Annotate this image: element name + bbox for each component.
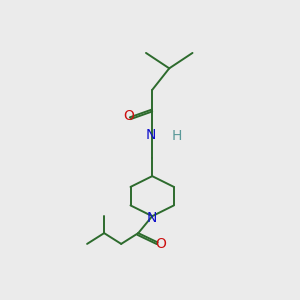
Text: N: N xyxy=(147,211,158,225)
Text: O: O xyxy=(155,237,166,251)
Text: N: N xyxy=(146,128,156,142)
Text: O: O xyxy=(124,109,134,123)
Text: H: H xyxy=(172,129,182,143)
